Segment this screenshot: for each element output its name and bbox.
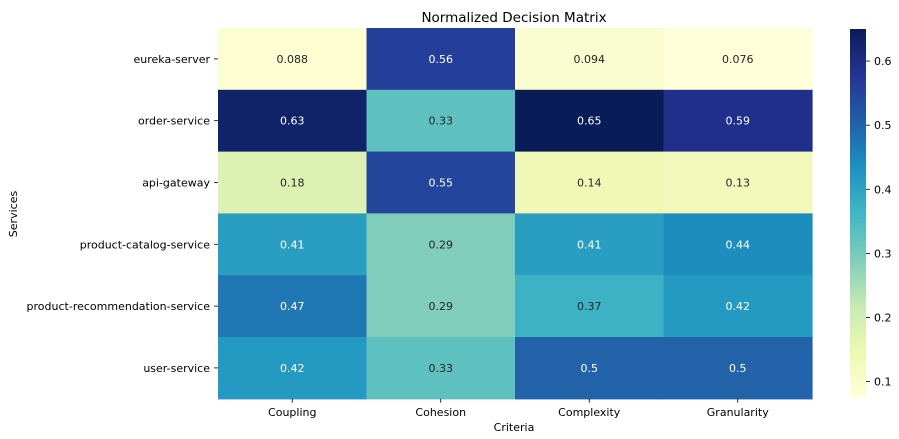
colorbar-tick-label: 0.2 <box>874 312 892 325</box>
heatmap-cell <box>366 89 516 153</box>
row-tick-labels: eureka-server order-service api-gateway pro… <box>27 53 218 375</box>
colorbar-ticks: 0.1 0.2 0.3 0.4 0.5 0.6 <box>866 55 892 389</box>
heatmap-cell <box>218 28 368 91</box>
heatmap-cell <box>218 275 368 338</box>
x-axis-label: Criteria <box>494 421 535 434</box>
cell-value-label: 0.42 <box>280 362 305 375</box>
row-tick-label: eureka-server <box>134 53 211 66</box>
cell-value-label: 0.094 <box>574 53 606 66</box>
cell-value-label: 0.55 <box>429 177 454 190</box>
colorbar-tick-label: 0.3 <box>874 247 892 260</box>
heatmap-cells: 0.088 0.56 0.094 0.076 0.63 0.33 0.65 0.59 0.18 0… <box>218 28 813 400</box>
column-tick-label: Granularity <box>707 406 769 419</box>
colorbar <box>850 29 866 397</box>
heatmap-cell <box>366 151 516 214</box>
heatmap-cell <box>663 337 813 400</box>
column-tick-label: Complexity <box>558 406 621 419</box>
cell-value-label: 0.076 <box>722 53 754 66</box>
chart-title: Normalized Decision Matrix <box>421 10 606 26</box>
cell-value-label: 0.5 <box>729 362 747 375</box>
cell-value-label: 0.14 <box>577 177 602 190</box>
heatmap-cell <box>366 28 516 91</box>
cell-value-label: 0.13 <box>726 177 751 190</box>
heatmap-cell <box>663 213 813 276</box>
heatmap-cell <box>515 28 665 91</box>
cell-value-label: 0.37 <box>577 300 602 313</box>
heatmap-cell <box>663 151 813 214</box>
cell-value-label: 0.29 <box>429 300 454 313</box>
colorbar-tick-label: 0.1 <box>874 376 892 389</box>
cell-value-label: 0.29 <box>429 238 454 251</box>
colorbar-tick-label: 0.4 <box>874 183 892 196</box>
row-tick-label: product-recommendation-service <box>27 300 211 313</box>
cell-value-label: 0.56 <box>429 53 454 66</box>
cell-value-label: 0.5 <box>581 362 599 375</box>
row-tick-label: product-catalog-service <box>80 238 210 251</box>
cell-value-label: 0.63 <box>280 115 305 128</box>
row-tick-label: order-service <box>138 115 210 128</box>
cell-value-label: 0.65 <box>577 115 602 128</box>
column-tick-label: Coupling <box>268 406 316 419</box>
heatmap-cell <box>366 213 516 276</box>
row-tick-label: user-service <box>143 362 210 375</box>
colorbar-tick-label: 0.5 <box>874 119 892 132</box>
heatmap-cell <box>218 89 368 153</box>
cell-value-label: 0.41 <box>280 238 305 251</box>
cell-value-label: 0.33 <box>429 362 454 375</box>
heatmap-cell <box>663 28 813 91</box>
heatmap-cell <box>515 275 665 338</box>
cell-value-label: 0.18 <box>280 177 305 190</box>
colorbar-tick-label: 0.6 <box>874 55 892 68</box>
cell-value-label: 0.088 <box>277 53 309 66</box>
heatmap-cell <box>663 89 813 153</box>
heatmap-cell <box>218 213 368 276</box>
cell-value-label: 0.59 <box>726 115 751 128</box>
heatmap-cell <box>663 275 813 338</box>
cell-value-label: 0.44 <box>726 238 751 251</box>
cell-value-label: 0.42 <box>726 300 751 313</box>
row-tick-label: api-gateway <box>142 177 210 190</box>
heatmap-cell <box>366 337 516 400</box>
cell-value-label: 0.47 <box>280 300 305 313</box>
column-tick-label: Cohesion <box>415 406 466 419</box>
heatmap-cell <box>218 151 368 214</box>
cell-value-label: 0.41 <box>577 238 602 251</box>
heatmap-cell <box>366 275 516 338</box>
heatmap-cell <box>218 337 368 400</box>
cell-value-label: 0.33 <box>429 115 454 128</box>
heatmap-cell <box>515 151 665 214</box>
heatmap-cell <box>515 89 665 153</box>
column-tick-labels: Coupling Cohesion Complexity Granularity <box>268 398 769 419</box>
heatmap-cell <box>515 337 665 400</box>
heatmap-cell <box>515 213 665 276</box>
y-axis-label: Services <box>7 191 20 238</box>
